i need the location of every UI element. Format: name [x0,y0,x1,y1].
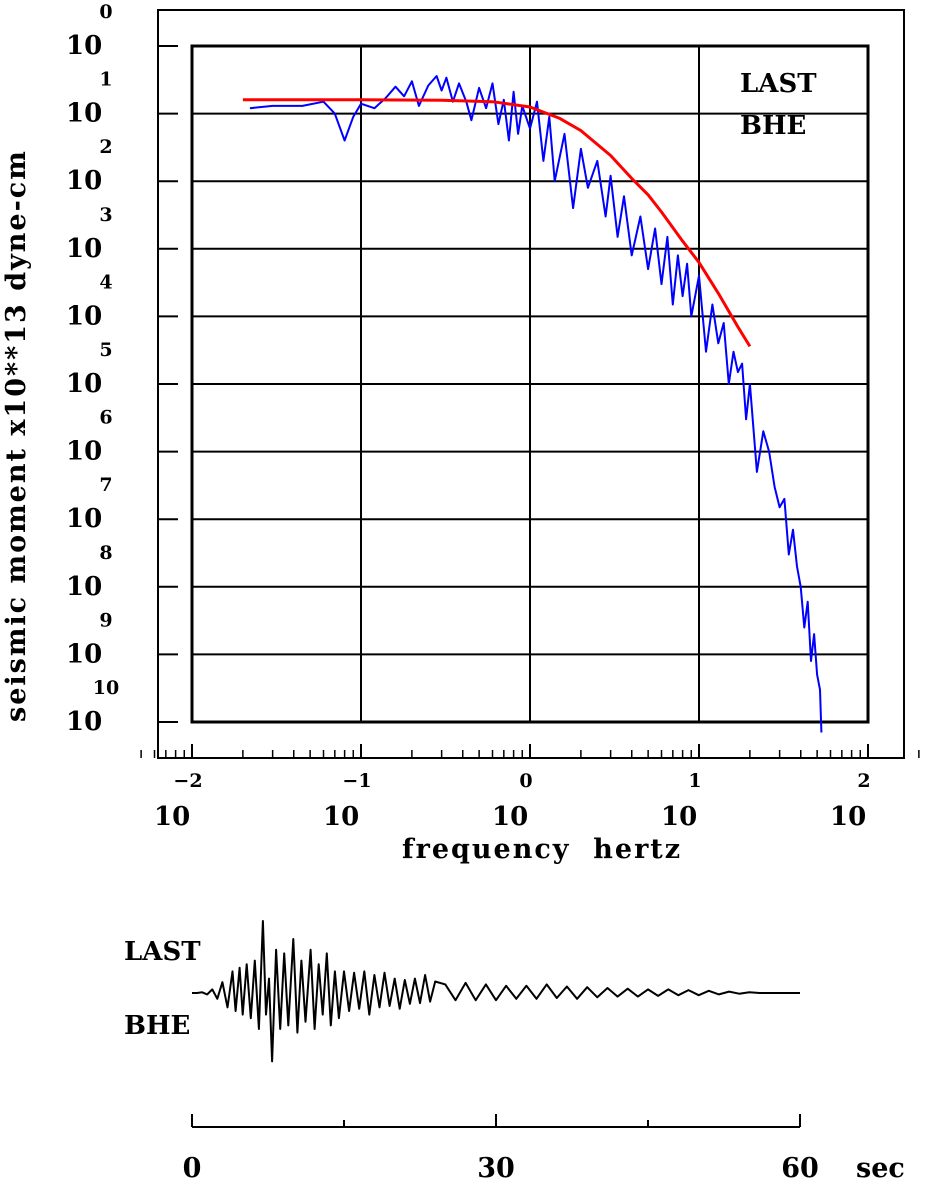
y-tick-base-label: 10 [66,234,102,264]
y-tick-base-label: 10 [66,639,102,669]
y-tick-base-label: 10 [66,99,102,129]
spectrum-station-code: LAST [740,69,817,99]
seismogram-component: BHE [124,1011,190,1041]
time-unit: sec [856,1153,905,1184]
y-tick-exponent-label: 7 [99,474,112,496]
spectrum-panel: 10−210−110010110210101091081071061051041… [1,1,920,865]
x-tick-base-label: 10 [492,802,528,832]
y-tick-exponent-label: 3 [99,204,112,226]
x-tick-exponent-label: 0 [519,770,532,792]
spectrum-line [249,75,823,733]
spectrum-tick-labels: 10−210−110010110210101091081071061051041… [66,1,871,832]
spectrum-data [242,75,823,733]
model-fit-line [242,98,752,348]
y-tick-base-label: 10 [66,437,102,467]
x-axis-title: frequency hertz [402,834,682,865]
x-tick-exponent-label: 2 [857,770,870,792]
x-tick-base-label: 10 [154,802,190,832]
spectrum-minor-ticks [140,750,920,758]
x-tick-exponent-label: −1 [342,770,371,792]
y-tick-exponent-label: 1 [99,69,112,91]
y-tick-base-label: 10 [66,707,102,737]
y-tick-exponent-label: 8 [99,542,112,564]
time-tick-label: 0 [183,1153,202,1184]
y-tick-base-label: 10 [66,301,102,331]
y-tick-exponent-label: 6 [99,407,112,429]
x-tick-base-label: 10 [323,802,359,832]
x-tick-exponent-label: 1 [688,770,701,792]
y-tick-base-label: 10 [66,31,102,61]
seismogram-trace-group [192,920,800,1063]
spectrum-grid [158,45,869,758]
y-tick-exponent-label: 5 [99,339,112,361]
time-tick-label: 60 [781,1153,819,1184]
y-tick-exponent-label: 2 [99,136,112,158]
x-tick-base-label: 10 [830,802,866,832]
seismogram-station-code: LAST [124,937,201,967]
time-tick-label: 30 [477,1153,515,1184]
y-tick-exponent-label: 4 [99,271,112,293]
seismogram-trace [192,920,800,1063]
y-tick-exponent-label: 0 [99,1,112,23]
time-axis: 0 30 60 [183,1114,819,1184]
seismogram-panel: LAST BHE 0 30 60 sec [124,920,905,1184]
y-axis-title: seismic moment x10**13 dyne-cm [1,149,32,722]
y-tick-base-label: 10 [66,504,102,534]
y-tick-base-label: 10 [66,369,102,399]
x-tick-exponent-label: −2 [173,770,202,792]
spectrum-component: BHE [740,111,806,141]
y-tick-base-label: 10 [66,166,102,196]
y-tick-exponent-label: 10 [93,677,119,699]
y-tick-base-label: 10 [66,572,102,602]
x-tick-base-label: 10 [661,802,697,832]
y-tick-exponent-label: 9 [99,609,112,631]
